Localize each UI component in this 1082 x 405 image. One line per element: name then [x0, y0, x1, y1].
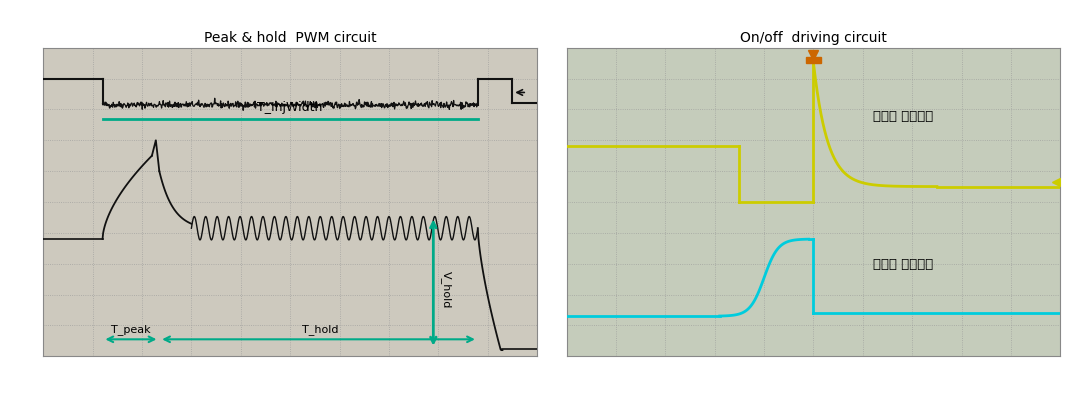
- Title: Peak & hold  PWM circuit: Peak & hold PWM circuit: [203, 31, 377, 45]
- FancyBboxPatch shape: [806, 58, 821, 64]
- Text: 인제터 전류파형: 인제터 전류파형: [873, 258, 933, 271]
- Title: On/off  driving circuit: On/off driving circuit: [740, 31, 887, 45]
- Text: T_hold: T_hold: [302, 323, 338, 334]
- Text: T_peak: T_peak: [111, 323, 151, 334]
- Text: T_InjWidth: T_InjWidth: [258, 100, 322, 113]
- Text: V_hold: V_hold: [440, 270, 451, 307]
- Text: 인제터 분사파형: 인제터 분사파형: [873, 110, 933, 123]
